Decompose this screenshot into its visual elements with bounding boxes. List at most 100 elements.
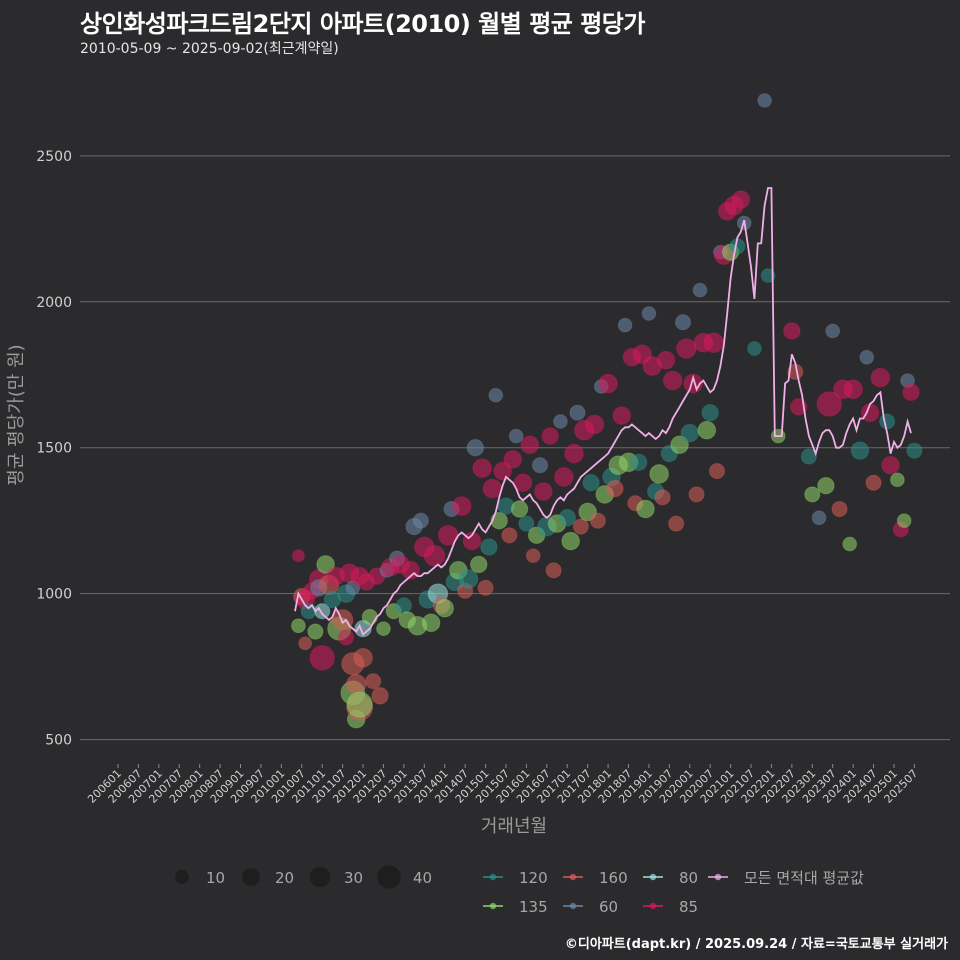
data-point bbox=[656, 350, 676, 370]
legend-key-dot bbox=[569, 873, 577, 881]
data-point bbox=[879, 413, 896, 430]
data-point bbox=[674, 314, 692, 331]
data-point bbox=[480, 538, 498, 556]
gridlines bbox=[80, 155, 950, 741]
data-point bbox=[783, 322, 801, 340]
data-point bbox=[850, 441, 870, 460]
data-point bbox=[747, 341, 762, 356]
data-point bbox=[569, 404, 586, 421]
data-point bbox=[541, 427, 559, 445]
data-point bbox=[811, 510, 827, 526]
scatter-points bbox=[291, 93, 923, 729]
data-point bbox=[307, 623, 324, 640]
y-tick-label: 2500 bbox=[36, 149, 72, 165]
data-point bbox=[395, 597, 412, 614]
data-point bbox=[896, 513, 912, 529]
data-point bbox=[451, 496, 472, 516]
data-point bbox=[518, 515, 535, 532]
chart-subtitle: 2010-05-09 ~ 2025-09-02(최근계약일) bbox=[80, 41, 339, 57]
size-legend-label: 20 bbox=[275, 869, 294, 887]
data-point bbox=[520, 435, 540, 455]
data-point bbox=[423, 544, 446, 567]
data-point bbox=[558, 509, 576, 527]
data-point bbox=[701, 403, 719, 422]
data-point bbox=[842, 536, 858, 552]
data-point bbox=[564, 443, 584, 464]
data-point bbox=[654, 489, 671, 506]
data-point bbox=[493, 461, 512, 481]
average-line-group bbox=[294, 187, 912, 637]
size-legend-circle bbox=[309, 866, 331, 888]
data-point bbox=[804, 486, 821, 503]
size-legend-circle bbox=[377, 865, 401, 889]
data-point bbox=[817, 476, 835, 495]
data-point bbox=[831, 500, 848, 518]
data-point bbox=[309, 645, 335, 671]
y-axis-ticks: 500 1000 1500 2000 2500 bbox=[36, 149, 72, 749]
legend-key-dot bbox=[489, 873, 497, 881]
data-point bbox=[561, 531, 580, 551]
legend-series-label: 160 bbox=[599, 869, 628, 887]
size-legend-circle bbox=[175, 870, 189, 884]
data-point bbox=[680, 423, 700, 443]
data-point bbox=[641, 306, 657, 321]
data-point bbox=[553, 414, 568, 429]
data-point bbox=[676, 338, 697, 359]
legend-key-dot bbox=[649, 902, 657, 910]
data-point bbox=[482, 478, 503, 499]
y-tick-label: 500 bbox=[45, 733, 72, 749]
y-tick-label: 1000 bbox=[36, 587, 72, 603]
data-point bbox=[757, 93, 772, 108]
data-point bbox=[510, 500, 529, 518]
data-point bbox=[697, 420, 717, 440]
data-point bbox=[630, 453, 648, 472]
y-axis-title: 평균 평당가(만 원) bbox=[6, 344, 27, 485]
data-point bbox=[353, 648, 373, 668]
data-point bbox=[508, 428, 524, 444]
data-point bbox=[435, 598, 455, 618]
data-point bbox=[291, 618, 306, 634]
y-tick-label: 2000 bbox=[36, 295, 72, 311]
data-point bbox=[881, 455, 900, 475]
data-point bbox=[291, 549, 305, 563]
data-point bbox=[859, 349, 875, 365]
footer-credit: ©디아파트(dapt.kr) / 2025.09.24 / 자료=국토교통부 실… bbox=[564, 937, 948, 952]
legend-key-dot bbox=[569, 902, 577, 910]
data-point bbox=[589, 512, 606, 529]
data-point bbox=[412, 512, 429, 529]
x-axis-title: 거래년월 bbox=[481, 816, 547, 837]
data-point bbox=[501, 527, 518, 544]
data-point bbox=[525, 548, 541, 564]
y-tick-label: 1500 bbox=[36, 441, 72, 457]
data-point bbox=[371, 687, 389, 705]
data-point bbox=[843, 379, 863, 400]
data-point bbox=[472, 458, 492, 478]
data-point bbox=[354, 619, 372, 638]
data-point bbox=[825, 323, 841, 339]
legend-key-dot bbox=[714, 873, 722, 881]
average-line bbox=[294, 187, 912, 637]
data-point bbox=[584, 414, 605, 435]
size-legend-label: 30 bbox=[344, 869, 363, 887]
legend-series-label: 120 bbox=[519, 869, 548, 887]
data-point bbox=[870, 367, 891, 388]
data-point bbox=[513, 473, 533, 493]
data-point bbox=[331, 609, 354, 631]
data-point bbox=[636, 499, 655, 519]
data-point bbox=[345, 673, 367, 695]
data-point bbox=[612, 406, 631, 425]
legend-series-label: 135 bbox=[519, 898, 548, 916]
size-legend: 10 20 30 40 bbox=[175, 865, 432, 889]
data-point bbox=[708, 462, 726, 480]
data-point bbox=[531, 457, 549, 474]
data-point bbox=[816, 391, 843, 417]
data-point bbox=[703, 332, 724, 353]
data-point bbox=[670, 435, 689, 455]
data-point bbox=[316, 555, 335, 574]
data-point bbox=[902, 383, 920, 401]
data-point bbox=[421, 613, 441, 633]
data-point bbox=[760, 268, 776, 283]
data-point bbox=[662, 370, 683, 391]
legend-series-label: 80 bbox=[679, 869, 698, 887]
